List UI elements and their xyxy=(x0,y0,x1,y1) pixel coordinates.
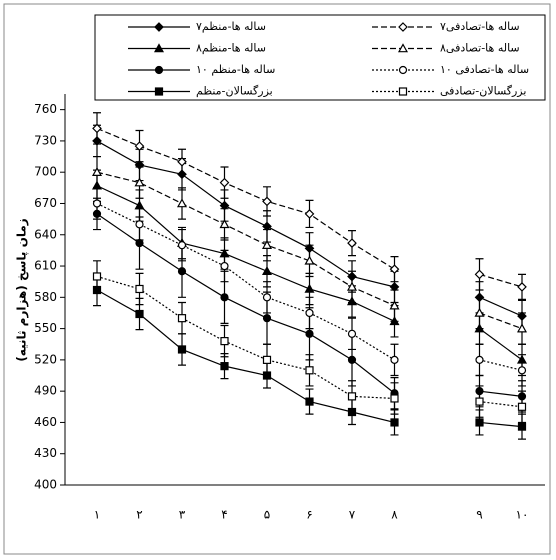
y-tick-label: 430 xyxy=(34,446,57,460)
data-point xyxy=(391,419,398,426)
legend-label: ۱۰ ساله ها-منظم xyxy=(196,63,275,76)
legend-marker xyxy=(156,88,163,95)
legend-label: بزرگسالان-منظم xyxy=(196,85,273,98)
y-axis-label: زمان پاسخ (هزارم ثانیه) xyxy=(15,218,30,361)
data-point xyxy=(221,263,228,270)
x-tick-label: ۷ xyxy=(349,508,356,522)
legend-label: بزرگسالان-تصادفی xyxy=(440,85,526,98)
data-point xyxy=(476,419,483,426)
y-tick-label: 580 xyxy=(34,290,57,304)
data-point xyxy=(519,367,526,374)
y-tick-label: 670 xyxy=(34,196,57,210)
x-tick-label: ۵ xyxy=(264,508,270,522)
y-tick-label: 460 xyxy=(34,415,57,429)
legend-marker xyxy=(400,67,407,74)
data-point xyxy=(391,395,398,402)
legend-marker xyxy=(400,88,407,95)
data-point xyxy=(519,423,526,430)
data-point xyxy=(306,330,313,337)
data-point xyxy=(306,367,313,374)
legend-label: ۱۰ ساله ها-تصادفی xyxy=(440,63,529,76)
data-point xyxy=(179,242,186,249)
data-point xyxy=(476,356,483,363)
data-point xyxy=(179,268,186,275)
x-tick-label: ۳ xyxy=(179,508,186,522)
legend-label: ۷ساله ها-منظم xyxy=(196,20,266,33)
y-tick-label: 550 xyxy=(34,321,57,335)
data-point xyxy=(476,398,483,405)
y-tick-label: 490 xyxy=(34,384,57,398)
x-tick-label: ۲ xyxy=(136,508,142,522)
x-tick-label: ۸ xyxy=(391,508,398,522)
y-tick-label: 400 xyxy=(34,478,57,492)
data-point xyxy=(136,311,143,318)
data-point xyxy=(349,356,356,363)
data-point xyxy=(221,338,228,345)
data-point xyxy=(391,356,398,363)
data-point xyxy=(94,200,101,207)
data-point xyxy=(94,273,101,280)
y-tick-label: 520 xyxy=(34,352,57,366)
data-point xyxy=(221,294,228,301)
y-tick-label: 730 xyxy=(34,133,57,147)
legend-label: ۸ساله ها-منظم xyxy=(196,42,266,55)
data-point xyxy=(221,363,228,370)
data-point xyxy=(264,294,271,301)
x-tick-label: ۹ xyxy=(476,508,482,522)
data-point xyxy=(349,330,356,337)
page: زمان پاسخ (هزارم ثانیه) 400 430 460 490 520 5… xyxy=(0,0,556,560)
x-tick-label: ۱۰ xyxy=(516,508,529,522)
data-point xyxy=(179,346,186,353)
data-point xyxy=(136,285,143,292)
legend-label: ۷ساله ها-تصادفی xyxy=(440,20,520,33)
y-tick-label: 700 xyxy=(34,165,57,179)
data-point xyxy=(136,221,143,228)
x-tick-label: ۱ xyxy=(94,508,100,522)
data-point xyxy=(519,403,526,410)
data-point xyxy=(136,240,143,247)
data-point xyxy=(264,356,271,363)
legend-label: ۸ساله ها-تصادفی xyxy=(440,42,520,55)
chart: زمان پاسخ (هزارم ثانیه) 400 430 460 490 520 5… xyxy=(0,0,556,560)
y-tick-label: 760 xyxy=(34,102,57,116)
x-tick-label: ۴ xyxy=(221,508,227,522)
legend-marker xyxy=(156,67,163,74)
data-point xyxy=(349,393,356,400)
data-point xyxy=(306,398,313,405)
x-tick-label: ۶ xyxy=(306,508,312,522)
y-tick-label: 640 xyxy=(34,227,57,241)
data-point xyxy=(179,315,186,322)
y-tick-label: 610 xyxy=(34,259,57,273)
data-point xyxy=(264,315,271,322)
data-point xyxy=(306,309,313,316)
